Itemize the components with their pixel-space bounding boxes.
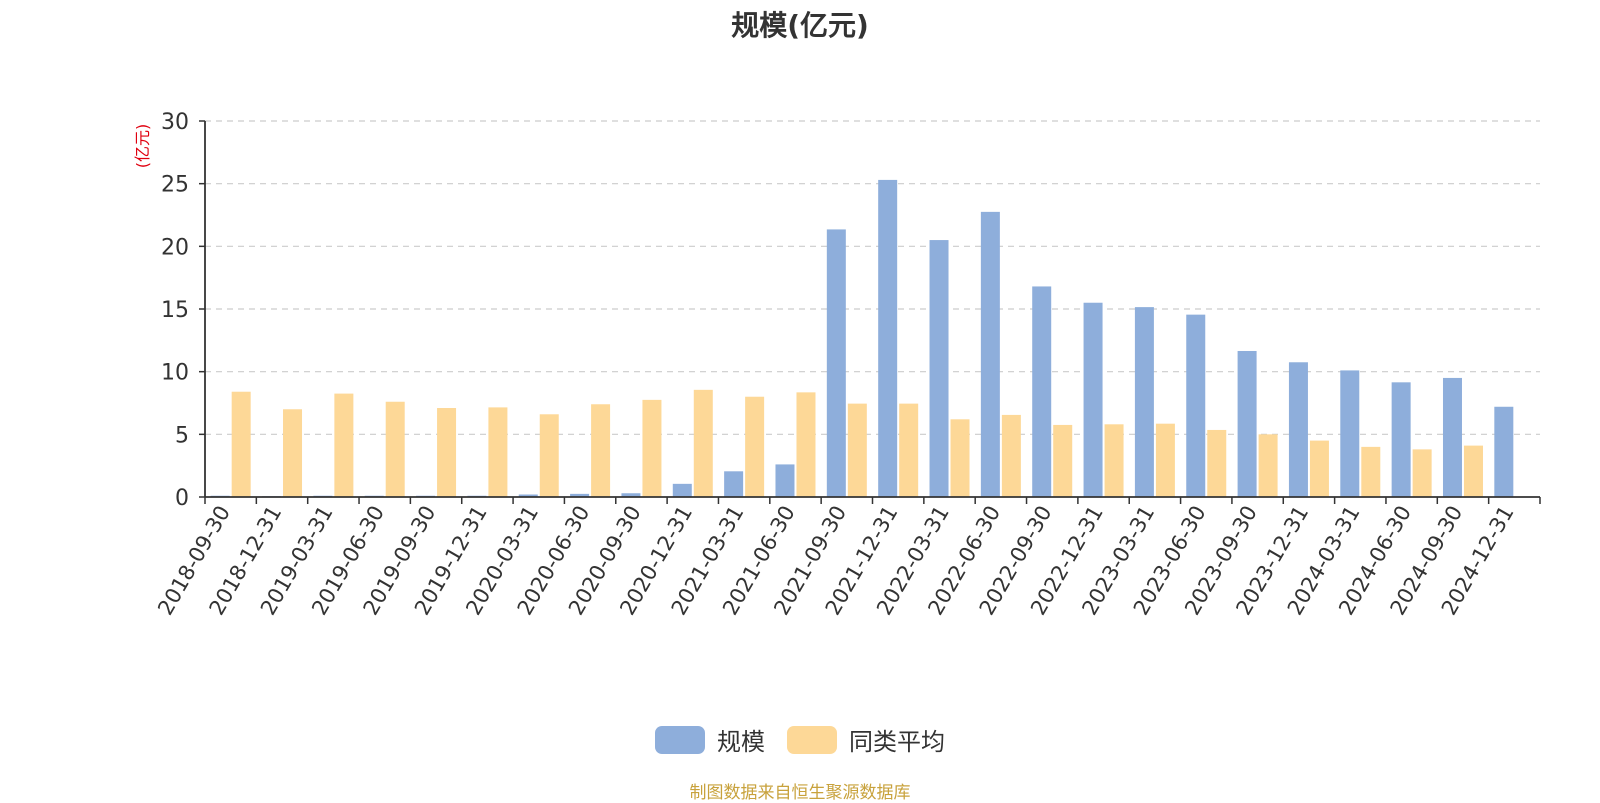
legend-label-scale: 规模: [717, 728, 765, 756]
bar-average: [899, 403, 919, 497]
bar-average: [437, 408, 457, 497]
bar-scale: [570, 493, 590, 497]
bar-average: [488, 407, 508, 497]
legend-swatch-average-icon: [787, 725, 837, 754]
bar-scale: [1391, 382, 1411, 497]
bar-scale: [1032, 286, 1052, 497]
bar-scale: [980, 211, 1000, 497]
bar-scale: [1494, 406, 1514, 497]
bar-average: [334, 393, 354, 497]
bar-scale: [724, 471, 744, 497]
bar-average: [1258, 434, 1278, 497]
bar-scale: [1442, 377, 1462, 497]
bar-average: [1053, 424, 1073, 497]
legend-label-average: 同类平均: [849, 728, 945, 756]
y-tick-label: 15: [161, 298, 189, 323]
y-tick-label: 0: [175, 486, 189, 511]
bar-scale: [518, 494, 538, 497]
bar-scale: [878, 179, 898, 497]
bar-scale: [929, 240, 949, 498]
bar-scale: [1340, 370, 1360, 497]
bar-average: [950, 419, 970, 497]
bar-average: [693, 389, 713, 497]
bar-average: [796, 392, 816, 497]
bar-average: [1207, 429, 1227, 497]
legend: 规模 同类平均: [0, 722, 1600, 757]
legend-item-average[interactable]: 同类平均: [787, 722, 945, 757]
bar-scale: [672, 483, 692, 497]
bar-scale: [621, 493, 641, 497]
bar-average: [1104, 424, 1124, 497]
y-tick-label: 10: [161, 361, 189, 386]
legend-item-scale[interactable]: 规模: [655, 722, 765, 757]
bar-average: [1309, 440, 1329, 497]
bar-average: [642, 399, 662, 497]
bar-scale: [1134, 307, 1154, 497]
y-axis-unit-label: (亿元): [133, 124, 152, 169]
bar-average: [1155, 423, 1175, 497]
bar-scale: [1237, 350, 1257, 497]
y-tick-label: 5: [175, 423, 189, 448]
bar-average: [385, 401, 405, 497]
legend-swatch-scale-icon: [655, 725, 705, 754]
bar-average: [591, 404, 611, 497]
bar-average: [1412, 449, 1432, 497]
bar-average: [1361, 446, 1381, 497]
y-tick-label: 25: [161, 173, 189, 198]
bar-average: [1463, 445, 1483, 497]
bar-scale: [1288, 362, 1308, 497]
bar-average: [283, 409, 303, 497]
y-tick-label: 20: [161, 235, 189, 260]
bar-scale: [1083, 302, 1103, 497]
bar-average: [231, 391, 251, 497]
bar-average: [847, 403, 867, 497]
bar-average: [745, 396, 765, 497]
bar-scale: [775, 464, 795, 497]
bar-average: [1001, 414, 1021, 497]
bar-scale: [1186, 314, 1206, 497]
source-note: 制图数据来自恒生聚源数据库: [689, 783, 911, 803]
y-tick-label: 30: [161, 110, 189, 135]
chart-title: 规模(亿元): [731, 9, 869, 42]
bar-scale: [826, 229, 846, 497]
bar-average: [539, 414, 559, 497]
